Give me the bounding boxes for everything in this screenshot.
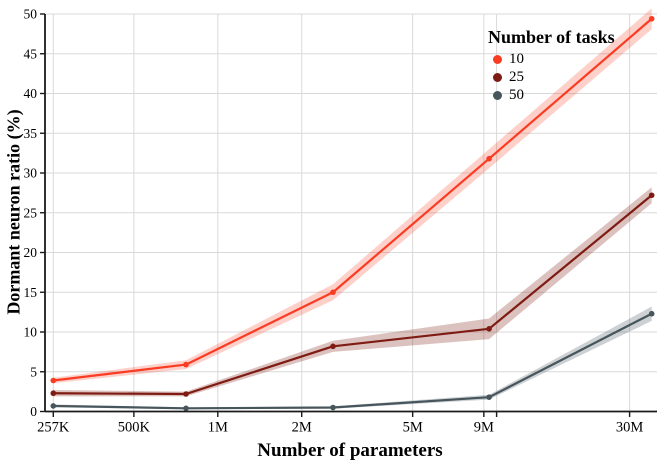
series-50-marker [330,404,336,411]
series-50-marker [50,403,57,409]
x-tick-label: 9M [474,420,494,436]
series-25-band [53,187,652,397]
legend-item-label: 50 [509,86,524,103]
y-tick-label: 0 [30,404,37,419]
legend-item-label: 10 [509,50,524,67]
series-25-marker [183,391,189,397]
legend-item-10: 10 [488,50,615,68]
y-tick-label: 40 [24,86,38,101]
series-25-marker [648,192,655,199]
x-tick-label: 2M [292,420,312,436]
y-axis-title: Dormant neuron ratio (%) [3,109,24,315]
legend-dot-icon [493,72,502,82]
legend: Number of tasks 10 25 50 [488,27,615,104]
series-10-marker [183,361,189,368]
legend-item-50: 50 [488,86,615,104]
series-50-marker [183,405,189,412]
legend-item-25: 25 [488,68,615,86]
legend-item-label: 25 [509,68,524,85]
y-tick-label: 25 [24,205,38,220]
x-tick-label: 5M [403,420,423,436]
y-tick-label: 15 [24,285,38,300]
legend-dot-icon [493,90,502,100]
x-tick-label: 1M [208,420,228,436]
y-tick-label: 5 [30,364,37,379]
legend-dot-icon [493,54,502,64]
x-tick-label: 30M [616,420,644,436]
series-10-marker [486,155,492,162]
y-tick-label: 50 [24,7,38,22]
y-tick-label: 20 [24,245,38,260]
series-10-marker [50,377,57,384]
series-25-marker [50,390,57,397]
series-50-marker [486,394,492,400]
y-tick-label: 10 [24,325,38,340]
series-25-marker [330,343,336,350]
series-10-marker [648,15,655,22]
y-tick-label: 45 [24,46,38,61]
x-tick-label: 500K [118,420,151,436]
y-tick-label: 35 [24,126,38,141]
legend-title: Number of tasks [488,27,615,47]
series-25-marker [486,326,492,332]
x-axis-title: Number of parameters [257,440,443,461]
series-50-marker [648,310,655,317]
x-tick-label: 257K [37,420,70,436]
series-10-marker [330,289,336,296]
y-tick-label: 30 [24,166,38,181]
